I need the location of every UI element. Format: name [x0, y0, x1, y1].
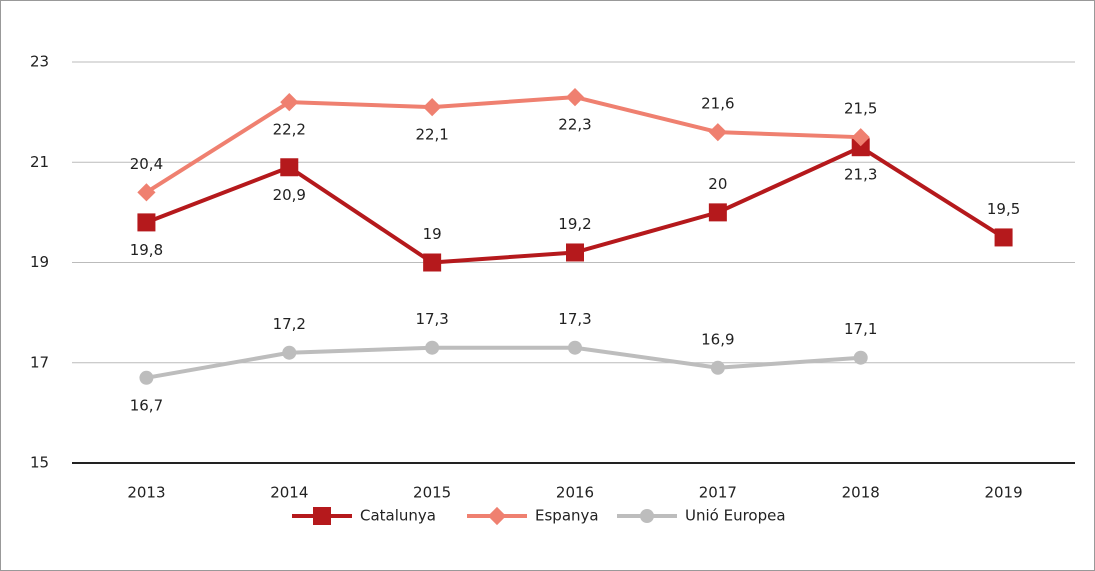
x-tick-label: 2015 [413, 484, 451, 502]
data-label: 17,2 [273, 315, 306, 333]
data-label: 21,6 [701, 95, 734, 113]
data-label: 19,5 [987, 200, 1020, 218]
marker [566, 243, 584, 262]
marker [851, 138, 870, 157]
x-tick-label: 2013 [127, 484, 165, 502]
data-label: 19,8 [130, 241, 163, 259]
x-tick-label: 2017 [699, 484, 737, 502]
data-label: 21,5 [844, 100, 877, 118]
legend-label: Catalunya [360, 507, 436, 525]
legend-label: Unió Europea [685, 507, 786, 525]
marker [568, 340, 582, 355]
y-tick-label: 15 [30, 454, 49, 472]
y-tick-label: 23 [30, 53, 49, 71]
marker [994, 228, 1013, 247]
marker [280, 158, 299, 177]
marker [851, 128, 870, 147]
legend-marker [487, 506, 507, 526]
x-tick-label: 2014 [270, 484, 308, 502]
marker [708, 203, 727, 222]
marker [139, 370, 154, 385]
marker [137, 213, 156, 232]
data-label: 17,3 [415, 310, 448, 328]
data-label: 17,1 [844, 320, 877, 338]
data-label: 22,2 [273, 121, 306, 139]
data-label: 16,9 [701, 330, 734, 348]
marker [423, 98, 442, 117]
marker [708, 123, 727, 142]
data-label: 19,2 [558, 215, 591, 233]
data-label: 20 [708, 175, 727, 193]
marker [137, 183, 156, 202]
x-tick-label: 2019 [984, 484, 1022, 502]
data-label: 22,3 [558, 116, 591, 134]
data-label: 17,3 [558, 310, 591, 328]
legend-marker [313, 507, 331, 525]
marker [853, 350, 868, 365]
series-line [145, 95, 861, 195]
marker [710, 360, 725, 375]
y-tick-label: 21 [30, 153, 49, 171]
legend-marker [640, 509, 654, 523]
series-line [146, 345, 861, 380]
data-label: 20,4 [130, 155, 163, 173]
y-tick-label: 17 [30, 353, 49, 371]
marker [282, 345, 297, 360]
marker [565, 87, 585, 107]
marker [423, 253, 442, 272]
data-label: 19 [423, 225, 442, 243]
legend-label: Espanya [535, 507, 599, 525]
data-label: 16,7 [130, 396, 163, 414]
x-tick-label: 2016 [556, 484, 594, 502]
data-label: 20,9 [273, 186, 306, 204]
data-label: 22,1 [415, 126, 448, 144]
marker [280, 93, 299, 112]
y-tick-label: 19 [30, 253, 49, 271]
x-tick-label: 2018 [842, 484, 880, 502]
marker [425, 340, 440, 355]
data-label: 21,3 [844, 166, 877, 184]
